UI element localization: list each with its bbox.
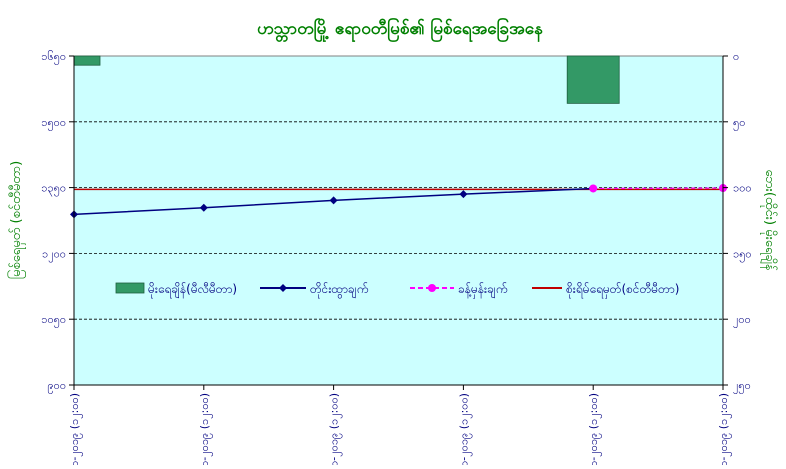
plot-area bbox=[74, 56, 723, 385]
x-tick-label: ၁၀-၁၀-၂၀၁၉ (၁၂:၀၀) bbox=[717, 393, 732, 465]
y-axis-label-left: မြစ်ရေမှတ် (စင်တီမီတာ) bbox=[7, 161, 26, 279]
y-tick-label-left: ၁၂၀၀ bbox=[42, 247, 66, 262]
y-tick-label-left: ၁၃၅၀ bbox=[41, 182, 66, 197]
y-tick-label-left: ၁၀၅၀ bbox=[41, 313, 66, 328]
y-tick-label-right: ၀ bbox=[733, 50, 739, 63]
legend-marker-forecast bbox=[428, 284, 436, 292]
x-tick-label: ၇-၁၀-၂၀၁၉ (၁၂:၀၀) bbox=[328, 393, 343, 465]
y-tick-label-right: ၂၀၀ bbox=[733, 313, 751, 328]
y-tick-label-right: ၁၅၀ bbox=[733, 247, 752, 262]
y-axis-label-right: ဘေး(ထိုင်း) မိုးရေချိန် bbox=[760, 169, 778, 271]
y-tick-label-left: ၁၆၅၀ bbox=[41, 50, 66, 65]
y-tick-label-left: ၉၀၀ bbox=[47, 379, 66, 394]
chart-title: ဟသ္တာတမြို့ ဧရာဝတီမြစ်၏ မြစ်ရေအခြေအနေ bbox=[257, 16, 543, 43]
y-tick-label-right: ၁၀၀ bbox=[733, 182, 752, 195]
y-tick-label-left: ၁၅၀၀ bbox=[41, 116, 66, 131]
y-tick-label-right: ၂၅၀ bbox=[733, 379, 751, 394]
x-tick-label: ၈-၁၀-၂၀၁၉ (၁၂:၀၀) bbox=[457, 393, 472, 465]
rainfall-bar bbox=[74, 56, 100, 65]
rainfall-bar bbox=[567, 56, 619, 103]
legend-swatch-rainfall bbox=[116, 283, 144, 293]
x-tick-label: ၆-၁၀-၂၀၁၉ (၁၂:၀၀) bbox=[198, 393, 213, 465]
forecast-point bbox=[589, 184, 597, 192]
x-tick-label: ၅-၁၀-၂၀၁၉ (၁၂:၀၀) bbox=[68, 393, 83, 465]
y-tick-label-right: ၅၀ bbox=[733, 116, 745, 131]
x-tick-label: ၉-၁၀-၂၀၁၉ (၁၂:၀၀) bbox=[587, 393, 602, 465]
